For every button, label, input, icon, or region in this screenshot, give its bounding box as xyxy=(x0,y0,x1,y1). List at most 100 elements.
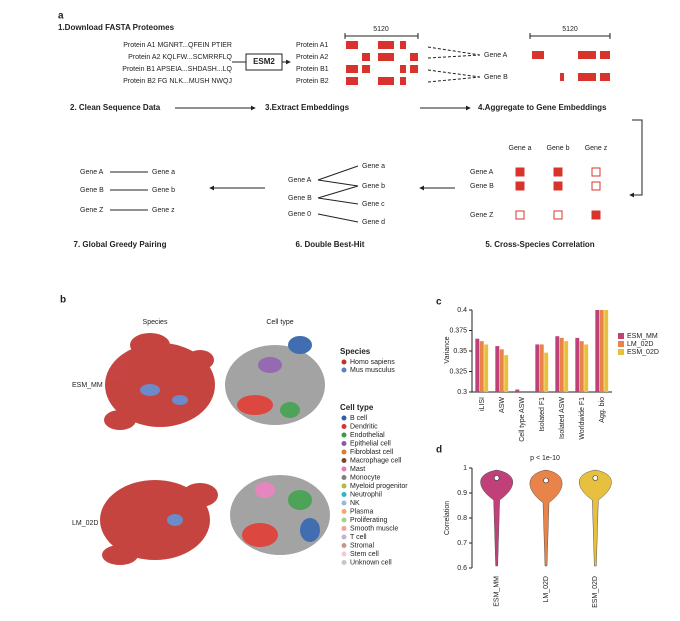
legend-label: Stromal xyxy=(350,542,375,549)
bar xyxy=(504,355,509,392)
legend-swatch xyxy=(618,341,624,347)
dbh-link xyxy=(317,179,359,187)
dbh-right-label: Gene a xyxy=(362,163,385,170)
step-title: 7. Global Greedy Pairing xyxy=(74,240,167,249)
pair-right-label: Gene a xyxy=(152,169,175,176)
column-title: Cell type xyxy=(266,319,293,326)
gene-cell xyxy=(560,73,564,81)
dbh-link xyxy=(317,213,359,223)
legend-label: Macrophage cell xyxy=(350,457,402,464)
pair-right-label: Gene b xyxy=(152,187,175,194)
legend-swatch xyxy=(341,551,347,557)
dbh-right-label: Gene c xyxy=(362,201,385,208)
legend-swatch xyxy=(341,367,347,373)
legend-title: Cell type xyxy=(340,403,374,412)
step-title: 6. Double Best-Hit xyxy=(296,240,365,249)
x-tick-label: ESM_MM xyxy=(494,576,501,607)
dbh-link xyxy=(317,185,359,199)
panel-a-layout xyxy=(175,33,643,198)
embedding-cell xyxy=(346,65,358,73)
legend-label: B cell xyxy=(350,415,368,422)
legend-swatch xyxy=(341,432,347,438)
x-tick-label: Isolated F1 xyxy=(539,397,546,432)
row-title: ESM_MM xyxy=(72,382,103,389)
bar xyxy=(579,341,584,392)
bar xyxy=(499,349,504,392)
violin-body xyxy=(529,469,563,567)
matrix-cell xyxy=(591,210,601,220)
bar xyxy=(475,338,480,392)
y-axis-label: Correlation xyxy=(444,501,451,535)
legend-swatch xyxy=(341,458,347,463)
step-title: 2. Clean Sequence Data xyxy=(70,103,161,112)
panel-label: c xyxy=(436,297,442,308)
legend-label: Proliferating xyxy=(350,517,387,524)
legend-label: Stem cell xyxy=(350,551,379,558)
legend-swatch xyxy=(341,415,347,421)
legend-label: Homo sapiens xyxy=(350,359,395,366)
bar xyxy=(544,352,549,392)
dbh-right-label: Gene b xyxy=(362,183,385,190)
column-title: Species xyxy=(143,319,168,326)
dbh-link xyxy=(317,197,359,205)
y-tick-label: 0.325 xyxy=(449,368,467,375)
step-title: 5. Cross-Species Correlation xyxy=(485,240,594,249)
bar xyxy=(479,341,484,392)
x-tick-label: ASW xyxy=(499,397,506,413)
matrix-cell xyxy=(515,181,525,191)
legend-label: Epithelial cell xyxy=(350,440,391,447)
matrix-cell xyxy=(591,181,601,191)
embedding-cell xyxy=(378,41,394,49)
legend-swatch xyxy=(618,333,624,339)
step-title: 4.Aggregate to Gene Embeddings xyxy=(478,103,607,112)
bar xyxy=(484,344,489,392)
gene-cell xyxy=(578,73,596,81)
matrix-cell xyxy=(553,181,563,191)
x-tick-label: Isolated ASW xyxy=(559,397,566,439)
embedding-label: Protein A1 xyxy=(296,42,328,49)
pair-left-label: Gene A xyxy=(80,169,104,176)
embedding-cell xyxy=(400,77,406,85)
y-tick-label: 0.3 xyxy=(457,389,467,396)
pair-right-label: Gene z xyxy=(152,207,175,214)
embedding-label: Protein B1 xyxy=(296,66,329,73)
legend-swatch xyxy=(341,424,347,429)
legend-swatch xyxy=(341,483,347,489)
legend-label: Myeloid progenitor xyxy=(350,483,408,490)
legend-swatch xyxy=(341,500,347,506)
y-tick-label: 1 xyxy=(463,465,467,472)
y-tick-label: 0.375 xyxy=(449,327,467,334)
gene-cell xyxy=(578,51,596,59)
dimension-label: 5120 xyxy=(373,26,389,33)
x-tick-label: Agg. bio xyxy=(599,397,606,423)
bar xyxy=(595,310,600,392)
gene-label: Gene B xyxy=(484,74,508,81)
pair-left-label: Gene Z xyxy=(80,207,104,214)
bar xyxy=(539,344,544,392)
legend-label: Dendritic xyxy=(350,423,378,430)
matrix-cell xyxy=(515,167,525,177)
bar xyxy=(604,310,609,392)
panel-label: b xyxy=(60,295,66,306)
step-title: 1.Download FASTA Proteomes xyxy=(58,23,175,32)
y-tick-label: 0.35 xyxy=(453,348,467,355)
matrix-row-label: Gene B xyxy=(470,183,494,190)
y-tick-label: 0.4 xyxy=(457,307,467,314)
protein-sequence: Protein B1 APSEIA...SHDASH...LQ xyxy=(122,66,232,73)
dbh-left-label: Gene B xyxy=(288,195,312,202)
legend-label: Monocyte xyxy=(350,474,380,481)
matrix-row-label: Gene Z xyxy=(470,212,494,219)
y-tick-label: 0.9 xyxy=(457,490,467,497)
legend-label: NK xyxy=(350,500,360,507)
embedding-label: Protein B2 xyxy=(296,78,329,85)
legend-label: Smooth muscle xyxy=(350,525,398,532)
bar xyxy=(515,389,520,392)
median-point xyxy=(543,477,549,484)
legend-label: LM_02D xyxy=(627,341,653,348)
matrix-cell xyxy=(591,167,601,177)
dbh-left-label: Gene A xyxy=(288,177,312,184)
legend-swatch xyxy=(618,349,624,355)
matrix-col-label: Gene z xyxy=(585,145,608,152)
legend-swatch xyxy=(341,466,347,472)
